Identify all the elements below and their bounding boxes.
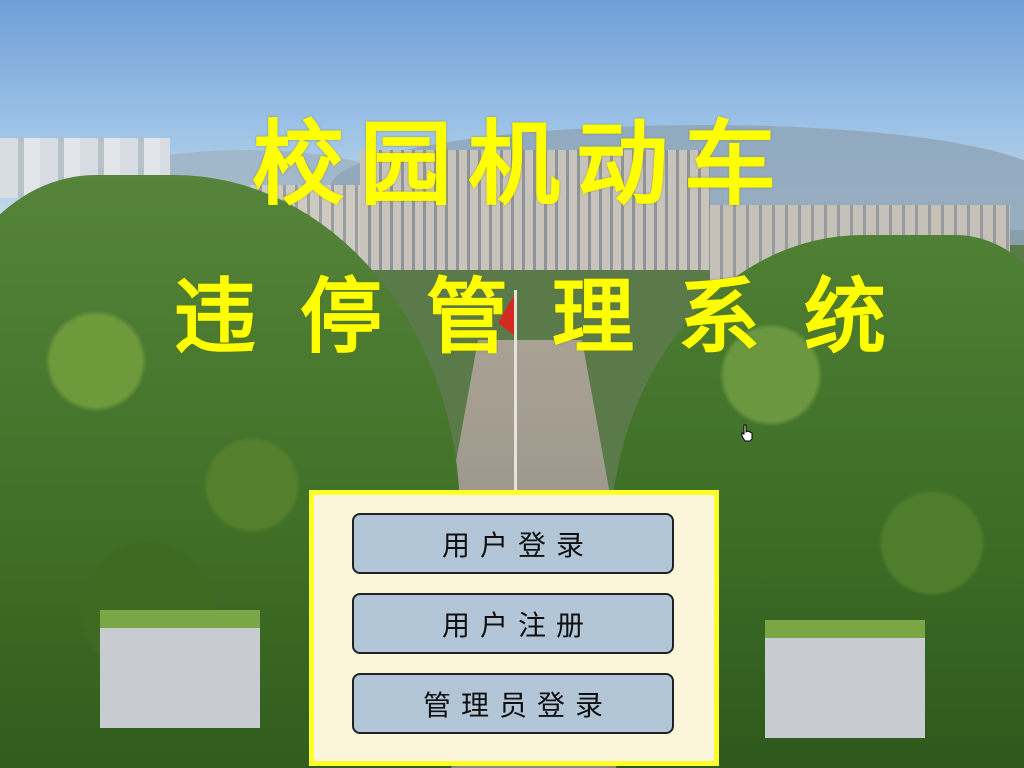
admin-login-button[interactable]: 管理员登录 bbox=[352, 673, 674, 734]
login-menu-panel: 用户登录 用户注册 管理员登录 bbox=[309, 490, 719, 766]
user-login-button[interactable]: 用户登录 bbox=[352, 513, 674, 574]
user-register-button[interactable]: 用户注册 bbox=[352, 593, 674, 654]
hand-pointer-icon bbox=[741, 424, 753, 442]
app-title-line-1: 校园机动车 bbox=[251, 111, 792, 218]
app-title-line-2: 违停管理系统 bbox=[173, 270, 930, 365]
